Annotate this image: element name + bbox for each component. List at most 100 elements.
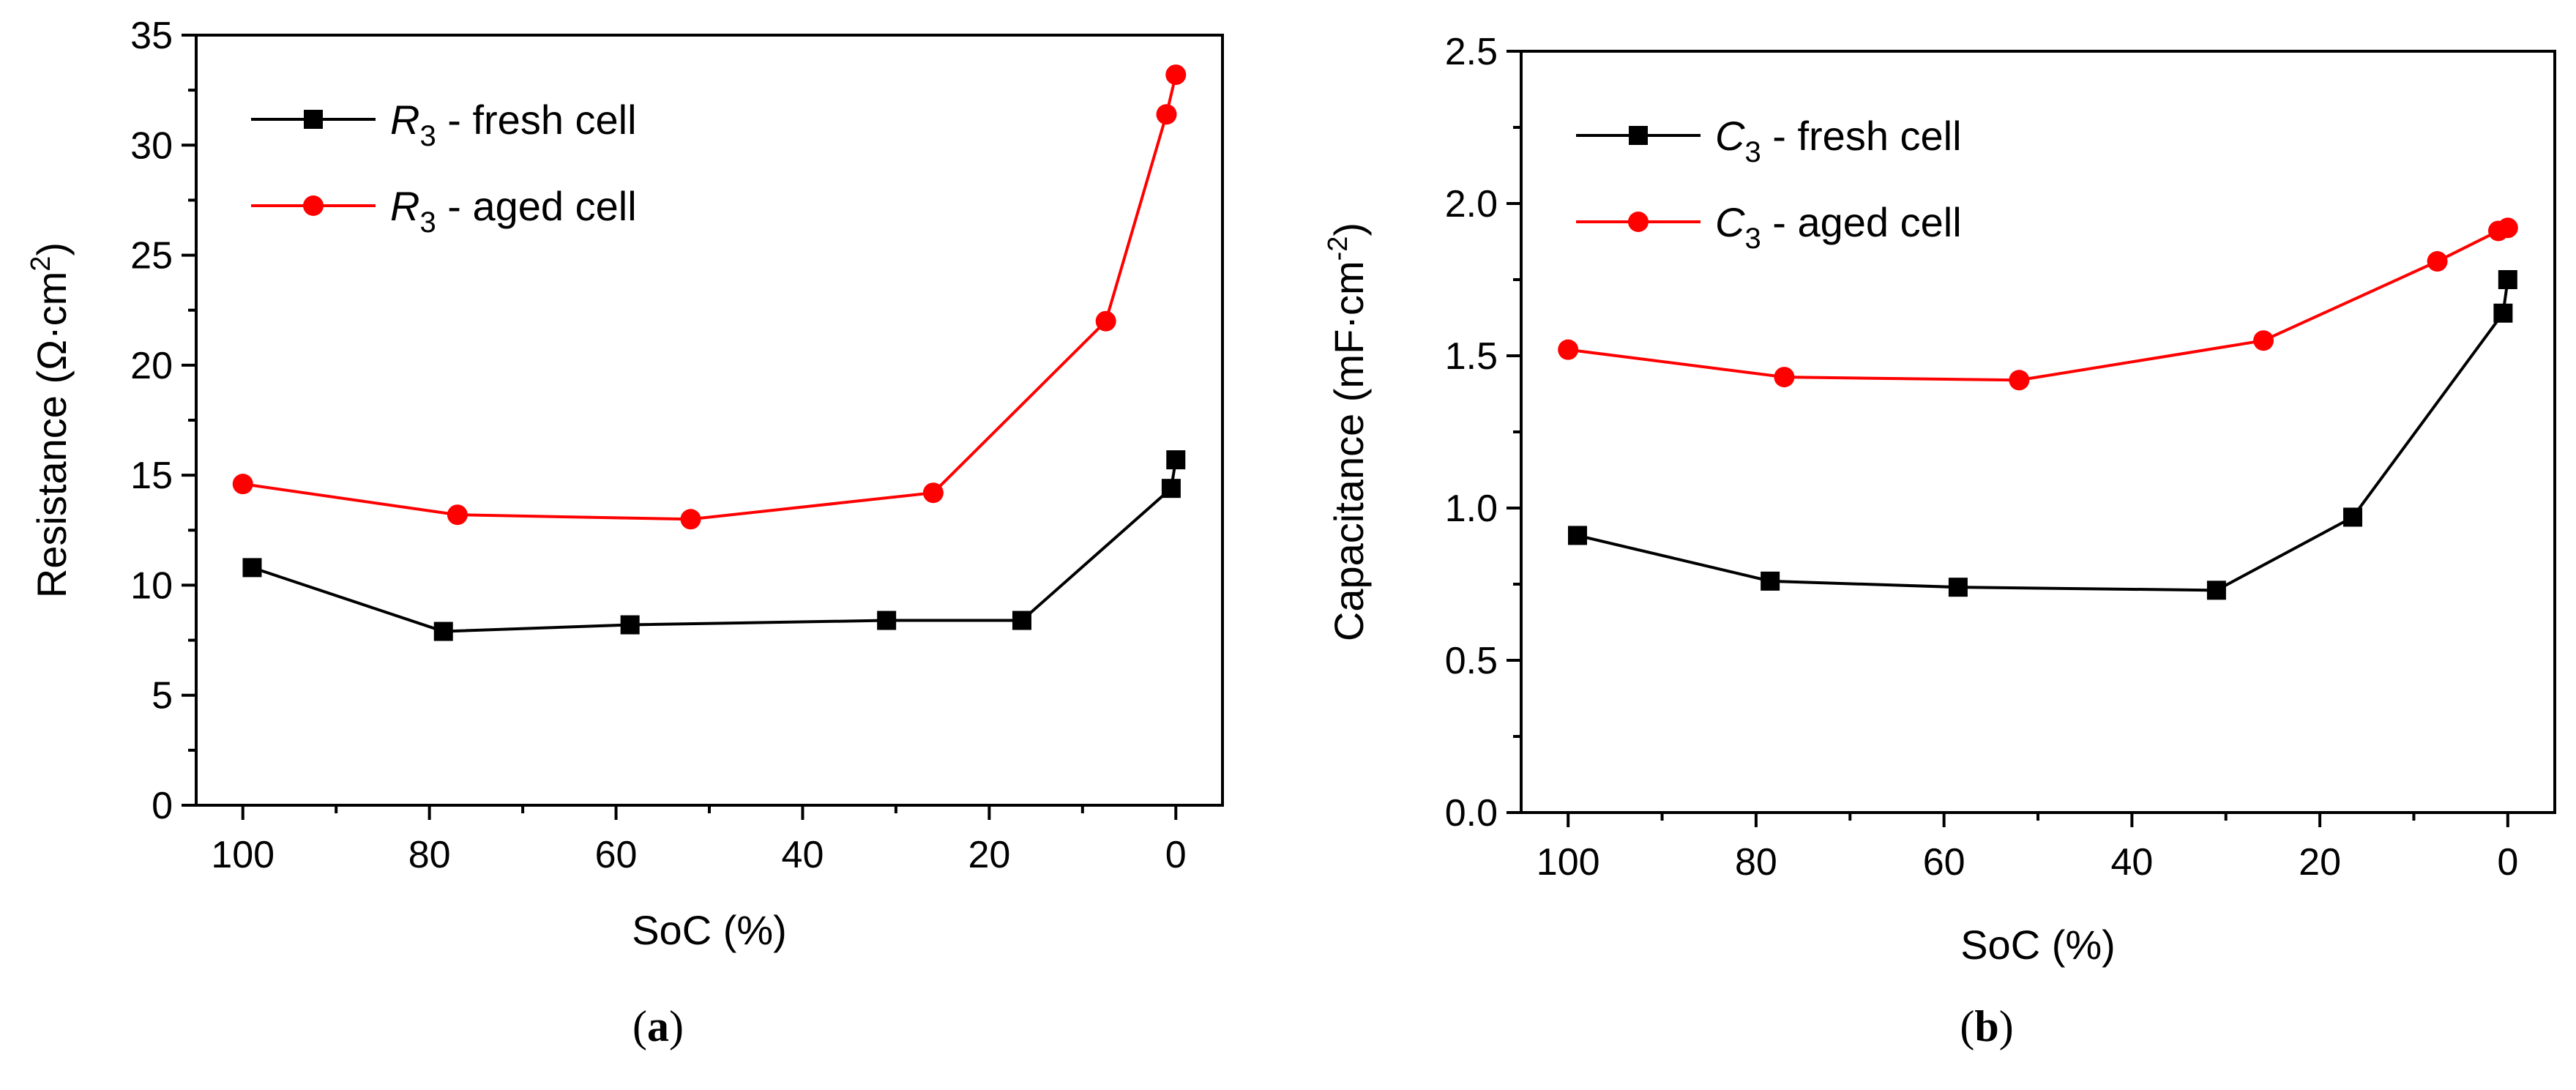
y-tick-label: 5 <box>152 675 173 717</box>
y-tick-label: 30 <box>130 124 173 167</box>
data-point-circle <box>2427 251 2448 272</box>
x-tick-label: 40 <box>2110 841 2153 884</box>
legend-marker-circle <box>1628 212 1649 232</box>
legend-label: R3 - aged cell <box>390 183 637 239</box>
x-tick-label: 60 <box>595 834 638 876</box>
legend-label: C3 - fresh cell <box>1715 113 1962 168</box>
data-point-circle <box>2497 217 2518 239</box>
y-tick-label: 1.0 <box>1445 488 1498 530</box>
legend-entry-fresh: R3 - fresh cell <box>251 97 637 152</box>
plot-frame <box>195 34 1224 807</box>
panel-label-close: ) <box>669 1002 684 1050</box>
panel-label-open: ( <box>632 1002 647 1050</box>
y-tick-label: 2.0 <box>1445 183 1498 225</box>
legend-label: R3 - fresh cell <box>390 97 637 152</box>
data-point-square <box>1761 571 1780 591</box>
series-fresh <box>242 450 1186 641</box>
legend-symbol: R <box>390 183 419 229</box>
data-point-circle <box>1165 64 1187 86</box>
x-tick-label: 40 <box>782 834 824 876</box>
data-point-circle <box>2253 330 2274 351</box>
panel-label: (b) <box>1960 1002 2013 1050</box>
legend-suffix: - aged cell <box>1761 199 1962 245</box>
y-tick-label: 2.5 <box>1445 31 1498 73</box>
data-point-square <box>1166 450 1186 470</box>
data-point-square <box>1568 526 1588 545</box>
y-tick-label: 35 <box>130 15 173 57</box>
y-axis-title-prefix: Capacitance (mF <box>1326 329 1372 641</box>
y-axis-title-dot: · <box>1326 316 1372 329</box>
legend-label: C3 - aged cell <box>1715 199 1962 255</box>
panel-label-letter: a <box>647 1002 669 1050</box>
legend-suffix: - fresh cell <box>1761 113 1962 159</box>
data-point-square <box>2343 507 2363 527</box>
data-point-square <box>1012 611 1031 630</box>
data-point-square <box>433 621 453 641</box>
legend-subscript: 3 <box>419 206 436 239</box>
data-point-square <box>1161 479 1181 499</box>
legend-subscript: 3 <box>1744 136 1761 168</box>
legend-entry-aged: R3 - aged cell <box>251 183 637 239</box>
y-axis-title: Capacitance (mF·cm-2) <box>1323 223 1372 641</box>
legend-symbol: R <box>390 97 419 143</box>
series-aged <box>232 64 1187 530</box>
legend-marker-square <box>1629 126 1648 145</box>
series-line <box>1577 279 2509 592</box>
legend-suffix: - fresh cell <box>436 97 637 143</box>
plot-frame <box>1520 50 2556 814</box>
y-tick-label: 20 <box>130 345 173 387</box>
y-tick-label: 25 <box>130 235 173 277</box>
y-axis-title-sup: -2 <box>1323 236 1354 261</box>
chart-panel-a: 100 80 60 40 20 0 0 5 10 15 20 25 30 35 SoC (%) Resista… <box>26 15 1224 1050</box>
series-fresh <box>1568 270 2517 600</box>
y-axis-title-unit: cm <box>1326 261 1372 316</box>
y-tick-label: 0.5 <box>1445 640 1498 682</box>
x-tick-label: 80 <box>1735 841 1777 884</box>
chart-panel-b: 100 80 60 40 20 0 0.0 0.5 1.0 1.5 2.0 2.5 SoC (%) Cap… <box>1323 31 2556 1050</box>
x-tick-label: 0 <box>2497 841 2518 884</box>
legend-subscript: 3 <box>419 120 436 152</box>
y-axis-title-suffix: ) <box>1326 223 1372 236</box>
data-point-square <box>2493 303 2513 323</box>
x-tick-label: 80 <box>408 834 451 876</box>
data-point-circle <box>1156 104 1177 125</box>
y-axis-title-suffix: ) <box>29 242 75 256</box>
x-axis-title: SoC (%) <box>632 907 787 953</box>
legend-entry-aged: C3 - aged cell <box>1576 199 1962 255</box>
data-point-circle <box>922 482 944 504</box>
legend-entry-fresh: C3 - fresh cell <box>1576 113 1962 168</box>
panel-label-open: ( <box>1960 1002 1974 1050</box>
y-axis-title-prefix: Resistance (Ω <box>29 340 75 598</box>
x-tick-label: 0 <box>1165 834 1187 876</box>
series-line <box>1567 226 2509 382</box>
data-point-circle <box>680 509 701 530</box>
series-aged <box>1558 217 2518 391</box>
legend-suffix: - aged cell <box>436 183 637 229</box>
data-point-square <box>2498 270 2517 289</box>
y-axis-title-sup: 2 <box>26 256 56 272</box>
y-tick-label: 10 <box>130 564 173 607</box>
series-line <box>251 459 1178 633</box>
data-point-square <box>2206 581 2226 600</box>
data-point-circle <box>447 504 468 526</box>
x-axis-title: SoC (%) <box>1960 922 2116 968</box>
y-tick-label: 0 <box>152 785 173 827</box>
y-axis-title-dot: · <box>29 326 75 340</box>
data-point-square <box>877 611 897 630</box>
y-tick-label: 1.5 <box>1445 335 1498 378</box>
data-point-circle <box>1558 339 1579 360</box>
y-axis-title-unit: cm <box>29 272 75 326</box>
x-tick-label: 100 <box>1537 841 1600 884</box>
x-tick-label: 20 <box>2299 841 2341 884</box>
data-point-circle <box>232 474 253 495</box>
legend-symbol: C <box>1715 199 1745 245</box>
legend-marker-circle <box>303 195 324 216</box>
data-point-square <box>242 558 262 578</box>
data-point-circle <box>1774 367 1795 388</box>
y-tick-label: 15 <box>130 455 173 497</box>
series-line <box>242 74 1178 521</box>
legend-symbol: C <box>1715 113 1745 159</box>
data-point-circle <box>2009 370 2030 391</box>
y-tick-label: 0.0 <box>1445 792 1498 835</box>
